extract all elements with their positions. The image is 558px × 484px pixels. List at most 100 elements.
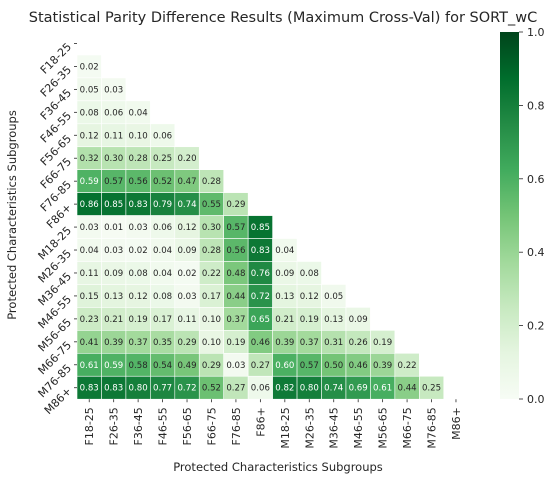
- cell-value-label: 0.12: [300, 292, 319, 302]
- cell-value-label: 0.59: [104, 361, 123, 371]
- cell-value-label: 0.10: [129, 131, 148, 141]
- cell-value-label: 0.04: [129, 108, 148, 118]
- cell-value-label: 0.03: [104, 246, 123, 256]
- cell-value-label: 0.21: [275, 315, 294, 325]
- cell-value-label: 0.02: [129, 246, 148, 256]
- cell-value-label: 0.29: [202, 361, 221, 371]
- colorbar-ticks: 0.0 0.2 0.4 0.6 0.8 1.0: [519, 26, 545, 406]
- cell-value-label: 0.13: [104, 292, 123, 302]
- cell-value-label: 0.06: [153, 223, 172, 233]
- cell-value-label: 0.61: [80, 361, 99, 371]
- colorbar-tick-label: 0.0: [527, 393, 545, 406]
- cell-value-label: 0.85: [104, 200, 123, 210]
- cell-value-label: 0.25: [153, 154, 172, 164]
- cell-value-label: 0.03: [226, 361, 245, 371]
- cell-value-label: 0.59: [80, 177, 99, 187]
- cell-value-label: 0.03: [80, 223, 99, 233]
- x-tick-label: M46-55: [352, 407, 365, 448]
- cell-value-label: 0.86: [80, 200, 99, 210]
- cell-value-label: 0.83: [251, 246, 270, 256]
- cell-value-label: 0.01: [104, 223, 123, 233]
- cell-value-label: 0.57: [300, 361, 319, 371]
- cell-value-label: 0.74: [324, 384, 343, 394]
- cell-value-label: 0.35: [153, 338, 172, 348]
- cell-value-label: 0.83: [80, 384, 99, 394]
- cell-value-label: 0.58: [129, 361, 148, 371]
- x-tick-label: F56-65: [181, 407, 194, 445]
- cell-value-label: 0.77: [153, 384, 172, 394]
- cell-value-label: 0.80: [129, 384, 148, 394]
- cell-value-label: 0.41: [80, 338, 99, 348]
- cell-value-label: 0.85: [251, 223, 270, 233]
- cell-value-label: 0.13: [275, 292, 294, 302]
- colorbar-tick-label: 1.0: [527, 26, 545, 39]
- cell-value-label: 0.02: [80, 62, 99, 72]
- x-tick-label: M56-65: [377, 407, 390, 448]
- cell-value-label: 0.25: [422, 384, 441, 394]
- y-tick-labels: F18-25F26-35F36-45F46-55F56-65F66-75F76-…: [36, 40, 77, 417]
- cell-value-label: 0.19: [300, 315, 319, 325]
- cell-value-label: 0.17: [153, 315, 172, 325]
- cell-value-label: 0.39: [373, 361, 392, 371]
- cell-value-label: 0.44: [398, 384, 417, 394]
- cell-value-label: 0.05: [80, 85, 99, 95]
- cell-value-label: 0.23: [80, 315, 99, 325]
- cell-value-label: 0.11: [177, 315, 196, 325]
- colorbar-tick-label: 0.8: [527, 99, 545, 112]
- cell-value-label: 0.10: [202, 315, 221, 325]
- cell-value-label: 0.52: [153, 177, 172, 187]
- cell-value-label: 0.55: [202, 200, 221, 210]
- cell-value-label: 0.74: [177, 200, 196, 210]
- cell-value-label: 0.11: [80, 269, 99, 279]
- cell-value-label: 0.08: [129, 269, 148, 279]
- cell-value-label: 0.17: [202, 292, 221, 302]
- cell-value-label: 0.04: [153, 269, 172, 279]
- cell-value-label: 0.04: [275, 246, 294, 256]
- cell-value-label: 0.56: [226, 246, 245, 256]
- cell-value-label: 0.22: [202, 269, 221, 279]
- x-tick-label: F36-45: [132, 407, 145, 445]
- cell-value-label: 0.60: [275, 361, 294, 371]
- x-tick-label: F86+: [254, 407, 267, 437]
- cell-value-label: 0.15: [80, 292, 99, 302]
- cell-value-label: 0.37: [226, 315, 245, 325]
- cell-value-label: 0.57: [226, 223, 245, 233]
- colorbar-tick-label: 0.4: [527, 246, 545, 259]
- cell-value-label: 0.13: [324, 315, 343, 325]
- cell-value-label: 0.03: [177, 292, 196, 302]
- cell-value-label: 0.03: [104, 85, 123, 95]
- cell-value-label: 0.83: [129, 200, 148, 210]
- cell-value-label: 0.12: [177, 223, 196, 233]
- cell-value-label: 0.21: [104, 315, 123, 325]
- x-tick-label: F18-25: [83, 407, 96, 445]
- cell-value-label: 0.80: [300, 384, 319, 394]
- cell-value-label: 0.46: [251, 338, 270, 348]
- cell-value-label: 0.08: [300, 269, 319, 279]
- x-tick-label: F66-75: [205, 407, 218, 445]
- cell-value-label: 0.09: [104, 269, 123, 279]
- colorbar-tick-label: 0.2: [527, 320, 545, 333]
- cell-value-label: 0.19: [129, 315, 148, 325]
- cell-value-label: 0.04: [80, 246, 99, 256]
- cell-value-label: 0.30: [202, 223, 221, 233]
- cell-value-label: 0.37: [300, 338, 319, 348]
- cell-value-label: 0.04: [153, 246, 172, 256]
- cell-value-label: 0.76: [251, 269, 270, 279]
- cell-value-label: 0.09: [177, 246, 196, 256]
- cell-value-label: 0.19: [373, 338, 392, 348]
- cell-value-label: 0.31: [324, 338, 343, 348]
- cell-value-label: 0.03: [129, 223, 148, 233]
- cell-value-label: 0.28: [129, 154, 148, 164]
- cell-value-label: 0.52: [202, 384, 221, 394]
- x-tick-label: M26-35: [303, 407, 316, 448]
- cell-value-label: 0.12: [80, 131, 99, 141]
- cell-value-label: 0.44: [226, 292, 245, 302]
- cell-value-label: 0.83: [104, 384, 123, 394]
- cell-value-label: 0.79: [153, 200, 172, 210]
- cell-value-label: 0.56: [129, 177, 148, 187]
- cell-value-label: 0.11: [104, 131, 123, 141]
- cell-value-label: 0.06: [104, 108, 123, 118]
- cell-value-label: 0.05: [324, 292, 343, 302]
- cell-value-label: 0.27: [226, 384, 245, 394]
- cell-value-label: 0.06: [251, 384, 270, 394]
